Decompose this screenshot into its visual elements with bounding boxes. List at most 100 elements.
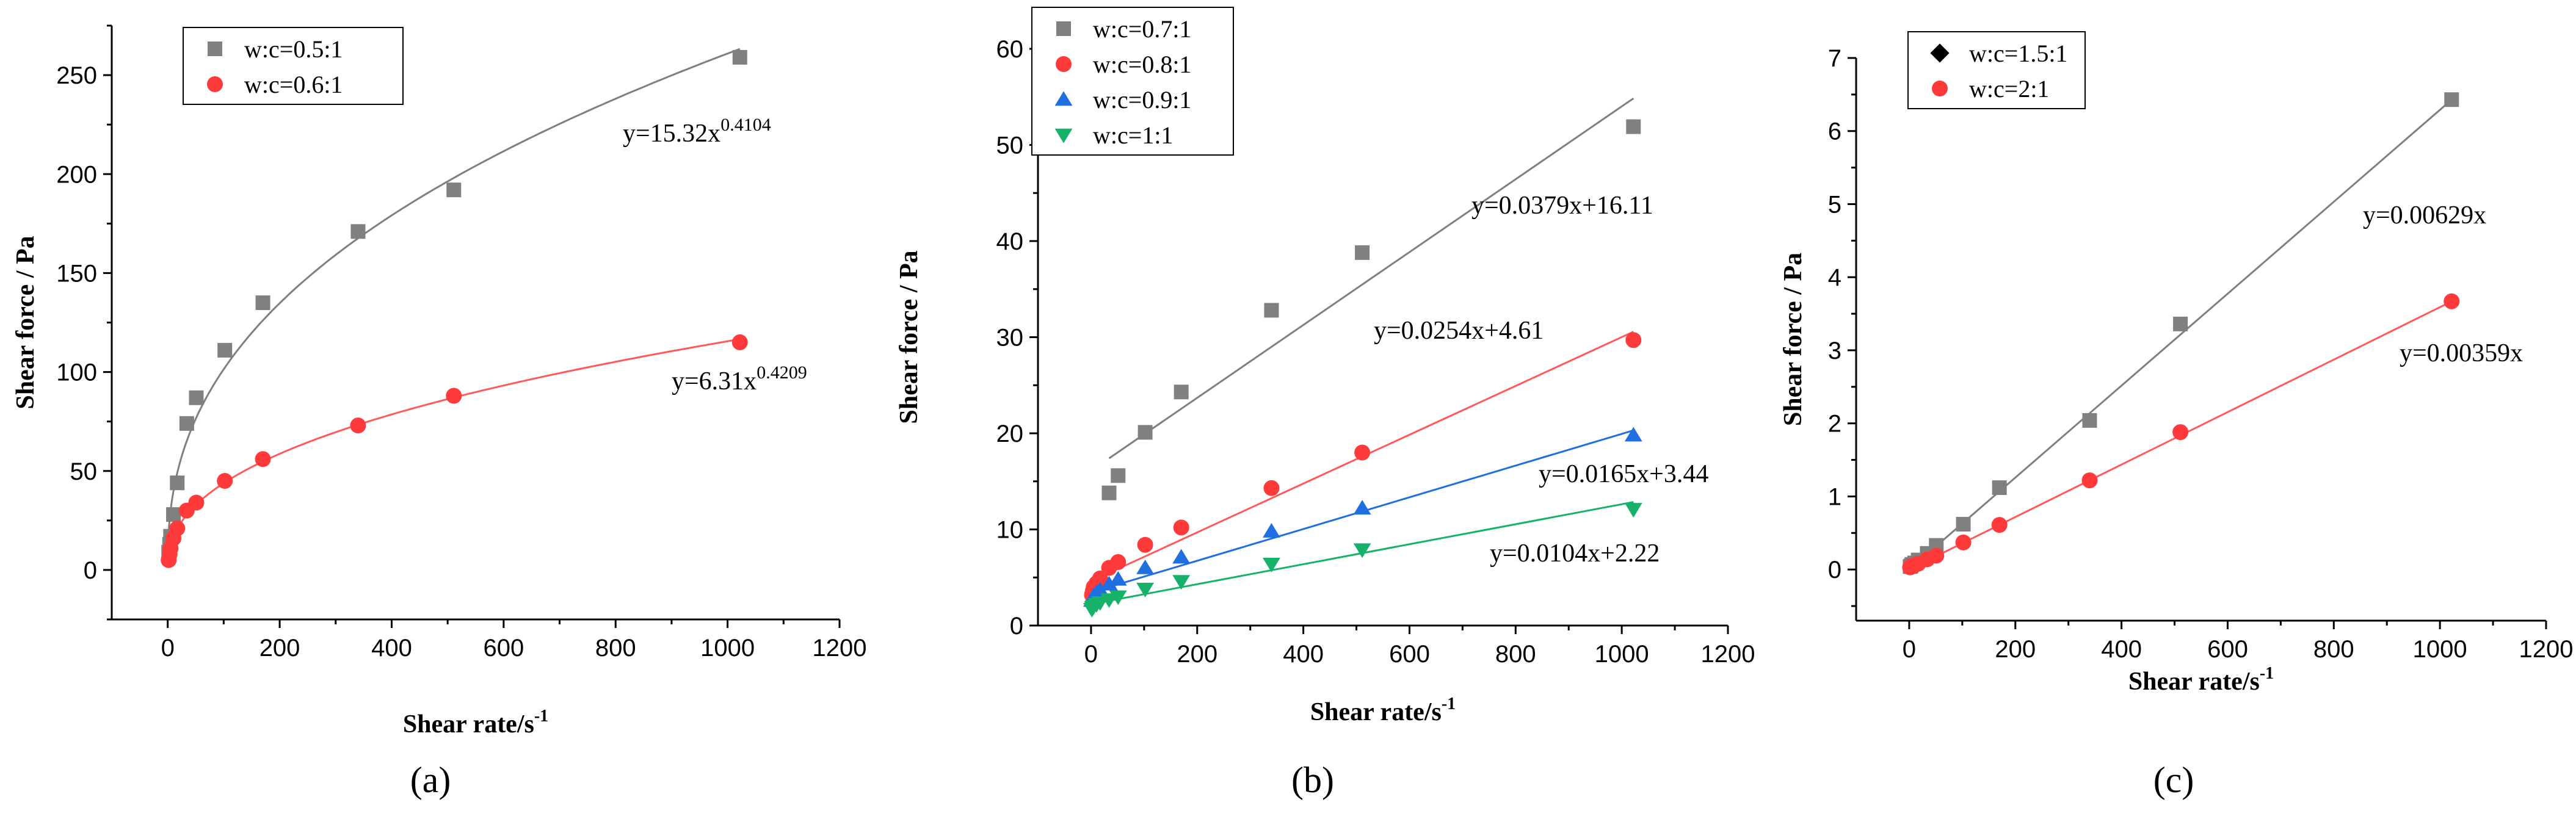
fit-equation-exponent: 0.4104 — [720, 115, 771, 135]
data-point-series-1 — [166, 507, 181, 522]
data-point-series-2 — [1173, 519, 1189, 536]
y-tick-label: 2 — [1828, 411, 1841, 438]
legend-marker-2 — [207, 76, 223, 92]
fit-equation-exponent: 0.4209 — [756, 363, 807, 383]
legend: w:c=0.7:1 w:c=0.8:1 w:c=0.9:1 w:c=1:1 — [1031, 7, 1234, 156]
y-tick-label: 50 — [996, 132, 1024, 159]
x-axis-title-text: Shear rate/s — [1310, 698, 1442, 726]
data-point-series-1 — [2082, 413, 2097, 428]
data-point-series-3 — [1091, 582, 1109, 596]
data-point-series-3 — [1100, 575, 1118, 591]
x-tick-label: 1000 — [2413, 636, 2467, 663]
chart-panel-a: 0 200 400 600 800 1000 1200 0 50 100 150 200 250 Shea… — [12, 24, 866, 800]
fit-equation-4: y=0.0104x+2.22 — [1490, 539, 1660, 568]
y-tick-label: 250 — [56, 62, 97, 89]
data-point-series-2 — [1928, 547, 1945, 564]
legend-label-1: w:c=0.5:1 — [244, 35, 343, 63]
x-axis-title-superscript: -1 — [2260, 664, 2274, 683]
data-point-series-1 — [350, 224, 366, 239]
x-axis-title-superscript: -1 — [1442, 695, 1456, 713]
y-axis-title: Shear force / Pa — [12, 236, 40, 409]
data-point-series-2 — [255, 451, 271, 467]
x-axis-title: Shear rate/s-1 — [2128, 664, 2274, 696]
legend: w:c=0.5:1 w:c=0.6:1 — [183, 27, 404, 105]
legend-label-2: w:c=0.6:1 — [244, 71, 343, 98]
y-tick-label: 7 — [1828, 45, 1841, 72]
y-tick-label: 0 — [1010, 613, 1023, 640]
legend-label-4: w:c=1:1 — [1093, 121, 1173, 149]
legend: w:c=1.5:1 w:c=2:1 — [1907, 31, 2086, 109]
legend-label-1: w:c=0.7:1 — [1093, 15, 1191, 43]
fit-equation-1: y=15.32x0.4104 — [623, 115, 771, 148]
data-point-series-1 — [255, 295, 270, 311]
fit-equation-3: y=0.0165x+3.44 — [1539, 460, 1708, 488]
data-point-series-2 — [169, 520, 186, 536]
y-tick-label: 30 — [996, 325, 1024, 352]
legend-label-1: w:c=1.5:1 — [1969, 40, 2067, 67]
data-point-series-1 — [189, 390, 204, 405]
fit-equation-text: y=6.31x — [672, 367, 756, 395]
data-point-series-2 — [1354, 444, 1371, 461]
x-axis-title: Shear rate/s-1 — [403, 707, 548, 738]
data-point-series-3 — [1624, 427, 1642, 442]
data-point-series-1 — [732, 49, 747, 65]
data-point-series-2 — [188, 494, 205, 511]
panel-caption: (c) — [2153, 760, 2194, 800]
legend-box — [183, 27, 404, 105]
fit-line-1 — [167, 48, 741, 533]
x-tick-label: 800 — [595, 635, 636, 662]
data-point-series-1 — [170, 475, 185, 491]
data-point-series-2 — [1263, 480, 1280, 496]
data-point-series-1 — [1956, 516, 1971, 532]
legend-label-2: w:c=2:1 — [1969, 75, 2049, 103]
data-point-series-3 — [1136, 559, 1154, 574]
y-tick-label: 6 — [1828, 118, 1841, 145]
chart-panel-c: 0 200 400 600 800 1000 1200 0 1 2 3 4 5 6 7 Shear rate/… — [1779, 31, 2573, 800]
data-point-series-3 — [1172, 549, 1191, 564]
data-point-series-4 — [1263, 557, 1280, 572]
legend-label-3: w:c=0.9:1 — [1093, 86, 1191, 114]
x-tick-label: 600 — [1389, 641, 1430, 668]
data-point-series-2 — [2172, 424, 2189, 441]
y-tick-label: 60 — [996, 36, 1024, 63]
fit-equation-text: y=0.0379x+16.11 — [1471, 192, 1653, 220]
panel-caption: (a) — [410, 760, 451, 800]
legend-marker-2 — [1932, 81, 1948, 96]
y-tick-label: 5 — [1828, 191, 1841, 218]
data-point-series-2 — [217, 472, 233, 489]
x-tick-label: 600 — [2207, 636, 2248, 663]
x-tick-label: 0 — [1084, 641, 1098, 668]
data-point-series-2 — [731, 334, 748, 350]
y-tick-label: 50 — [70, 458, 98, 485]
data-point-series-2 — [1625, 332, 1642, 348]
fit-equation-2: y=0.0254x+4.61 — [1374, 317, 1544, 345]
x-tick-label: 0 — [1903, 636, 1916, 663]
panel-caption: (b) — [1291, 760, 1334, 800]
fit-equation-2: y=0.00359x — [2400, 339, 2523, 367]
x-tick-label: 1000 — [1595, 641, 1649, 668]
data-point-series-2 — [2081, 472, 2098, 489]
x-tick-label: 400 — [2101, 636, 2142, 663]
x-axis-title: Shear rate/s-1 — [1310, 695, 1456, 726]
x-tick-label: 1000 — [700, 635, 755, 662]
data-point-series-1 — [1264, 303, 1279, 318]
y-tick-label: 150 — [56, 260, 97, 287]
chart-panel-b: 0 200 400 600 800 1000 1200 0 10 20 30 40 50 60 Shear … — [895, 7, 1755, 800]
legend-label-2: w:c=0.8:1 — [1093, 51, 1191, 78]
legend-marker-1 — [208, 41, 222, 56]
x-tick-label: 800 — [1495, 641, 1536, 668]
data-point-series-3 — [1263, 522, 1280, 538]
legend-marker-2 — [1056, 56, 1072, 72]
x-tick-label: 1200 — [1701, 641, 1755, 668]
x-tick-label: 200 — [1177, 641, 1217, 668]
legend-marker-1 — [1930, 43, 1950, 63]
data-point-series-4 — [1353, 543, 1371, 558]
fit-equation-text: y=0.0254x+4.61 — [1374, 317, 1544, 345]
fit-equation-text: y=0.0165x+3.44 — [1539, 460, 1708, 488]
data-point-series-2 — [1955, 534, 1972, 550]
data-point-series-1 — [2444, 92, 2459, 107]
fit-equation-2: y=6.31x0.4209 — [672, 363, 807, 395]
y-tick-label: 4 — [1828, 264, 1841, 291]
legend-marker-3 — [1054, 91, 1073, 106]
